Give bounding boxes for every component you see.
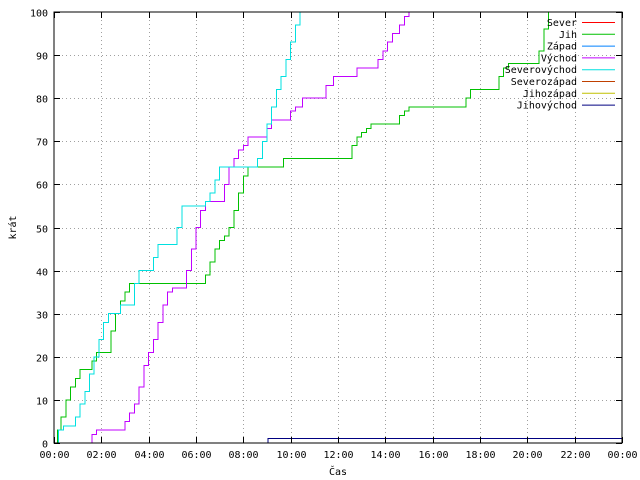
x-tick-label: 16:00 xyxy=(418,450,448,461)
y-tick-label: 40 xyxy=(36,268,48,279)
x-tick-label: 00:00 xyxy=(607,450,637,461)
series-line-severovýchod xyxy=(54,12,301,444)
legend-label: Severozápad xyxy=(511,76,577,88)
x-tick-labels: 00:00 02:00 04:00 06:00 08:00 10:00 12:00 14:00… xyxy=(39,450,637,461)
legend-label: Východ xyxy=(541,52,577,64)
x-tick-label: 10:00 xyxy=(276,450,306,461)
x-tick-label: 02:00 xyxy=(86,450,116,461)
legend-label: Sever xyxy=(547,18,577,29)
x-axis-title: Čas xyxy=(329,465,347,478)
grid xyxy=(54,12,622,443)
x-tick-label: 08:00 xyxy=(228,450,258,461)
legend-label: Západ xyxy=(547,41,577,53)
y-tick-label: 20 xyxy=(36,354,48,365)
y-tick-label: 60 xyxy=(36,181,48,192)
y-tick-label: 80 xyxy=(36,95,48,106)
y-tick-label: 30 xyxy=(36,311,48,322)
axis-ticks xyxy=(54,12,623,444)
y-tick-label: 100 xyxy=(30,9,48,20)
series-line-východ xyxy=(54,12,410,444)
y-tick-label: 10 xyxy=(36,397,48,408)
y-tick-label: 50 xyxy=(36,225,48,236)
x-tick-label: 00:00 xyxy=(39,450,69,461)
legend-label: Jihozápad xyxy=(523,88,577,100)
legend-label: Jihovýchod xyxy=(517,100,577,112)
y-tick-labels: 0 10 20 30 40 50 60 70 80 90 100 xyxy=(30,9,48,451)
x-tick-label: 04:00 xyxy=(134,450,164,461)
x-tick-label: 12:00 xyxy=(323,450,353,461)
y-tick-label: 0 xyxy=(42,440,48,451)
x-tick-label: 06:00 xyxy=(181,450,211,461)
x-tick-label: 22:00 xyxy=(560,450,590,461)
y-tick-label: 70 xyxy=(36,138,48,149)
legend: SeverJihZápadVýchodSeverovýchodSeverozáp… xyxy=(505,18,615,112)
y-axis-title: krát xyxy=(7,215,19,239)
x-tick-label: 14:00 xyxy=(370,450,400,461)
series-line-jih xyxy=(54,12,550,444)
legend-label: Severovýchod xyxy=(505,64,577,76)
y-tick-label: 90 xyxy=(36,52,48,63)
legend-label: Jih xyxy=(559,30,577,41)
x-tick-label: 20:00 xyxy=(512,450,542,461)
x-tick-label: 18:00 xyxy=(465,450,495,461)
